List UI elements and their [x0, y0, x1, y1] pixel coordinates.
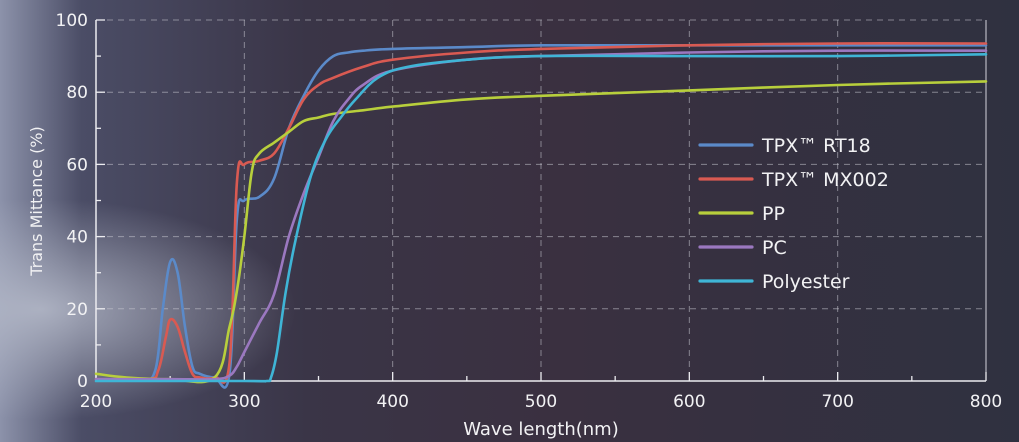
series-line-4: [94, 53, 988, 383]
y-axis-label: Trans Mittance (%): [27, 126, 46, 277]
legend-label-2: PP: [762, 203, 785, 225]
x-tick-label-700: 700: [821, 392, 853, 412]
tick-labels: 0 20 40 60 80 100 200 300 400 500 600 700 800: [56, 11, 1003, 412]
series-lines: [94, 42, 988, 389]
series-line-2: [94, 80, 988, 384]
y-tick-label-80: 80: [66, 83, 88, 103]
y-tick-label-20: 20: [66, 300, 88, 320]
x-axis-label: Wave length(nm): [463, 419, 619, 440]
series-line-0: [94, 43, 988, 389]
y-tick-label-0: 0: [77, 372, 88, 392]
x-tick-label-300: 300: [228, 392, 260, 412]
x-tick-label-200: 200: [80, 392, 112, 412]
legend-label-4: Polyester: [762, 271, 850, 293]
legend-label-3: PC: [762, 237, 787, 259]
legend: TPX™ RT18 TPX™ MX002 PP PC Polyester: [698, 135, 889, 293]
legend-label-1: TPX™ MX002: [761, 169, 889, 191]
grid: [96, 19, 986, 381]
y-tick-label-40: 40: [66, 228, 88, 248]
x-tick-label-500: 500: [525, 392, 557, 412]
x-tick-label-800: 800: [970, 392, 1002, 412]
legend-label-0: TPX™ RT18: [761, 135, 871, 157]
y-tick-label-100: 100: [56, 11, 88, 31]
x-tick-label-400: 400: [376, 392, 408, 412]
series-line-1: [94, 42, 988, 384]
x-tick-label-600: 600: [673, 392, 705, 412]
y-tick-label-60: 60: [66, 155, 88, 175]
